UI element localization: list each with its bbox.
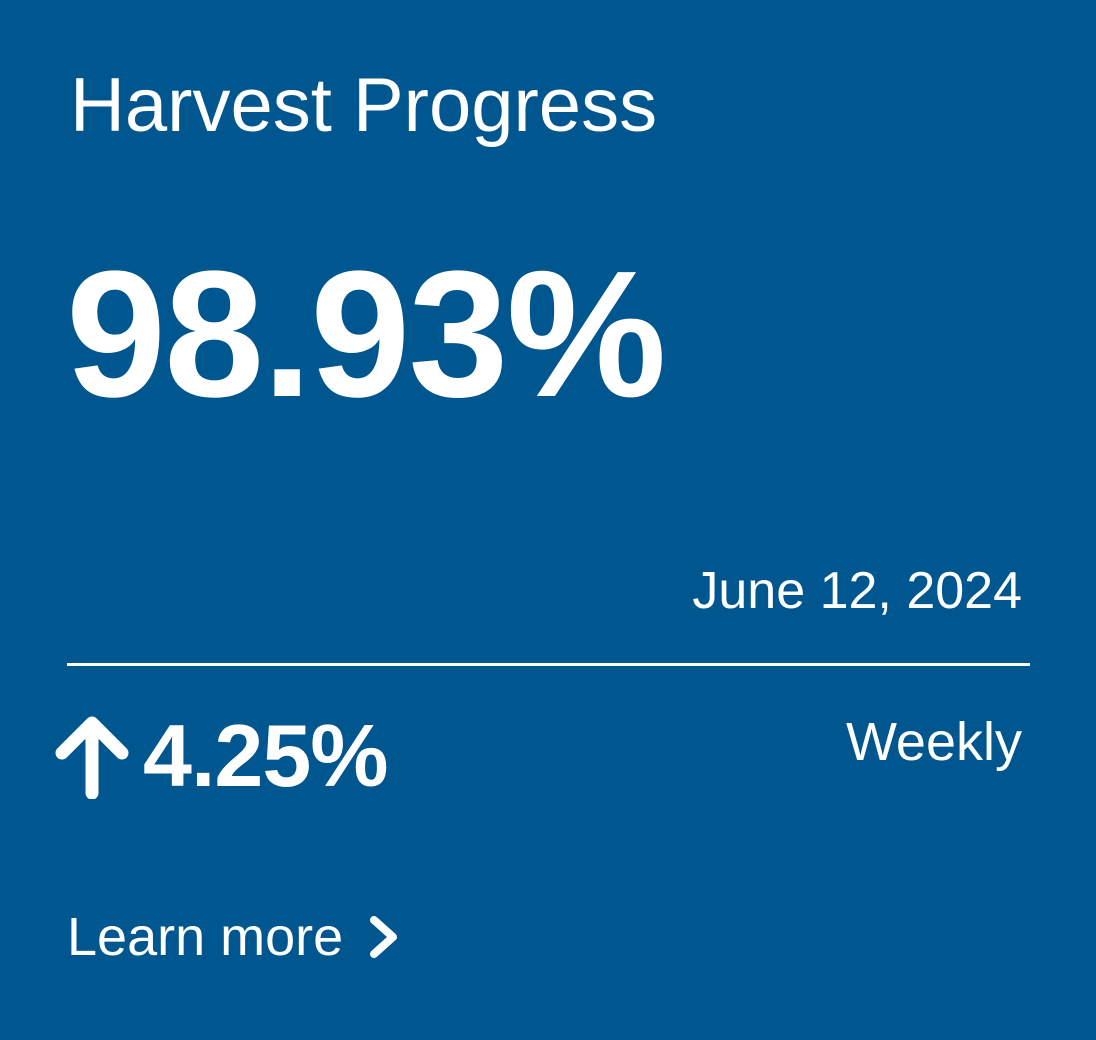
arrow-up-icon xyxy=(55,716,129,799)
period-label: Weekly xyxy=(845,712,1022,772)
chevron-right-icon xyxy=(370,916,398,958)
date-label: June 12, 2024 xyxy=(692,562,1022,620)
divider xyxy=(67,663,1030,666)
learn-more-label: Learn more xyxy=(67,907,344,967)
kpi-value: 98.93% xyxy=(66,234,666,435)
card-title: Harvest Progress xyxy=(70,63,658,148)
change-value: 4.25% xyxy=(143,706,389,805)
change-indicator: 4.25% xyxy=(55,706,389,805)
learn-more-link[interactable]: Learn more xyxy=(67,910,401,964)
